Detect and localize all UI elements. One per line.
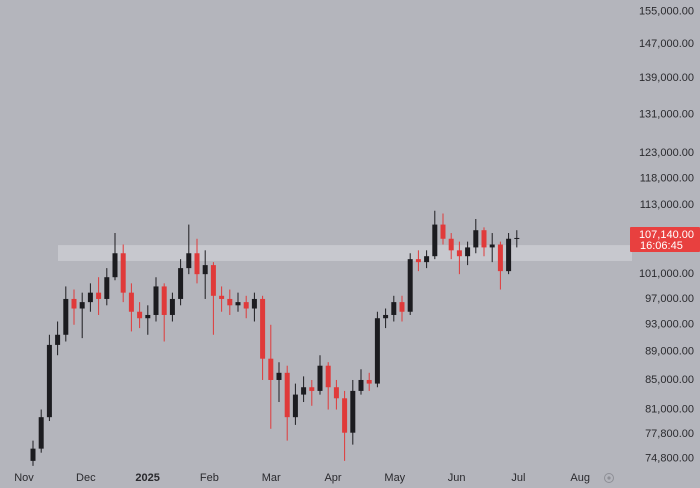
candle-body [251,298,257,309]
candle-body [514,237,520,239]
y-tick-label: 77,800.00 [645,428,694,440]
candle-body [342,398,348,433]
candle-body [358,379,364,391]
candle-body [71,298,77,309]
settings-icon-dot [607,476,611,480]
countdown-label: 16:06:45 [640,240,683,252]
candle-body [202,265,208,275]
axis-layer: 155,000.00 147,000.00 139,000.00 131,000.00… [14,5,700,484]
last-price-box [630,226,700,252]
candle-body [186,253,192,269]
x-tick-label: Dec [76,472,96,484]
y-tick-label: 147,000.00 [639,38,694,50]
last-price-label: 107,140.00 [639,229,694,241]
candle-body [30,448,36,461]
candle-body [79,302,85,309]
candle-body [128,292,134,312]
candle-body [210,265,216,296]
candle-body [153,286,159,315]
y-tick-label: 139,000.00 [639,72,694,84]
candle-body [415,259,421,263]
x-tick-label: Aug [570,472,590,484]
candle-body [178,268,184,299]
x-tick-label: Nov [14,472,34,484]
y-tick-label: 131,000.00 [639,108,694,120]
candle-body [309,387,315,391]
candle-body [120,253,126,293]
candle-body [63,298,69,335]
candle-body [506,238,512,272]
candle-body [194,253,200,275]
y-tick-label: 85,000.00 [645,374,694,386]
candle-body [374,318,380,384]
y-tick-label: 101,000.00 [639,268,694,280]
candle-body [260,298,266,359]
y-tick-label: 113,000.00 [640,199,694,211]
x-tick-label: Jul [511,472,525,484]
candle-body [473,230,479,248]
candle-body [87,292,93,303]
candle-body [161,286,167,315]
candle-body [145,314,151,319]
x-tick-label: Feb [200,472,219,484]
price-zone [58,245,632,261]
candle-body [383,314,389,319]
candle-body [350,390,356,433]
candle-body [96,292,102,299]
x-tick-label: Mar [262,472,281,484]
candle-body [243,302,249,309]
candle-body [366,379,372,384]
candle-body [456,250,462,257]
candle-body [424,256,430,263]
candle-body [399,302,405,312]
candle-body [276,372,282,380]
y-tick-label: 81,000.00 [645,403,694,415]
y-tick-label: 118,000.00 [640,173,694,185]
candle-layer [30,210,520,466]
candle-body [317,365,323,391]
candle-body [448,238,454,251]
y-tick-label: 123,000.00 [639,147,694,159]
candle-body [391,302,397,315]
y-tick-label: 93,000.00 [645,319,694,331]
candle-body [465,247,471,257]
x-tick-label: Jun [448,472,466,484]
zone-layer [58,245,632,261]
candle-body [432,224,438,257]
x-tick-label: Apr [324,472,341,484]
candle-body [219,295,225,299]
candle-body [46,344,52,418]
x-tick-label: 2025 [135,472,159,484]
candle-body [407,259,413,312]
candle-body [137,311,143,319]
candle-body [292,394,298,418]
candle-body [268,358,274,380]
candle-body [38,417,44,449]
candle-body [497,244,503,272]
candle-body [104,277,110,299]
candle-body [169,298,175,315]
candle-body [235,302,241,306]
y-tick-label: 155,000.00 [639,5,694,17]
candle-body [301,387,307,395]
candle-body [325,365,331,388]
settings-icon[interactable] [604,473,614,483]
candle-body [55,334,61,345]
y-tick-label: 74,800.00 [645,452,694,464]
candle-body [227,298,233,306]
candle-body [333,387,339,399]
x-tick-label: May [384,472,405,484]
candle-body [440,224,446,239]
y-tick-label: 89,000.00 [645,346,694,358]
y-tick-label: 97,000.00 [645,293,694,305]
candle-body [112,253,118,278]
candle-body [489,244,495,248]
candle-body [284,372,290,418]
candle-body [481,230,487,248]
